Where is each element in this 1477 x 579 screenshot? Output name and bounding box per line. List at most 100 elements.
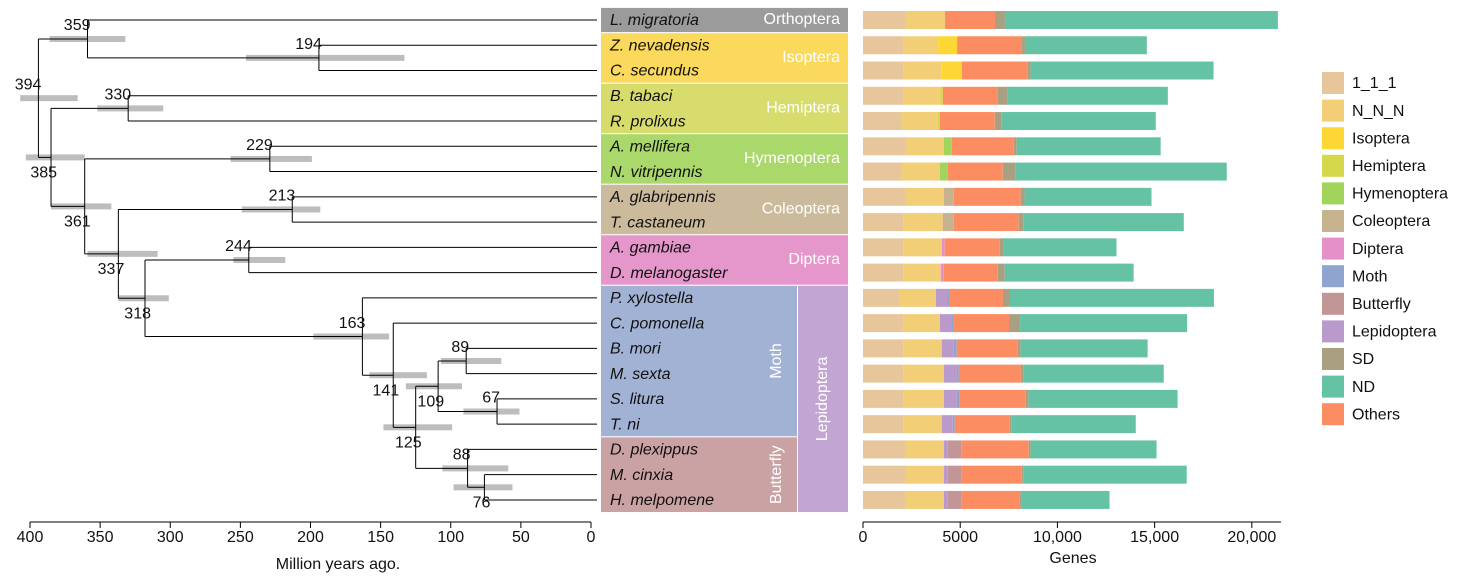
- bar-segment: [1021, 465, 1024, 484]
- node-age-label: 194: [295, 36, 322, 53]
- bar-segment: [863, 187, 905, 206]
- bar-segment: [935, 288, 947, 307]
- x-tick-label: 350: [87, 529, 114, 546]
- node-age-label: 337: [98, 261, 125, 278]
- node-age-label: 213: [269, 188, 296, 205]
- bar-segment: [943, 440, 948, 459]
- x-tick-label: 150: [367, 529, 394, 546]
- node-age-label: 361: [64, 214, 91, 231]
- species-label: N. vitripennis: [610, 164, 702, 181]
- bar-segment: [947, 490, 962, 509]
- bar-segment: [863, 213, 904, 232]
- bar-segment: [944, 238, 1000, 257]
- superclade-block: [798, 285, 848, 513]
- bar-segment: [863, 339, 904, 358]
- bar-segment: [1011, 415, 1136, 434]
- bar-segment: [1009, 415, 1012, 434]
- legend-swatch: [1322, 375, 1344, 398]
- bar-segment: [903, 415, 942, 434]
- bar-segment: [863, 86, 904, 105]
- node-age-label: 89: [451, 339, 469, 356]
- bar-segment: [943, 263, 998, 282]
- legend-label: N_N_N: [1352, 103, 1404, 120]
- bar-segment: [1007, 86, 1168, 105]
- bar-segment: [953, 213, 1019, 232]
- species-label: R. prolixus: [610, 113, 686, 130]
- legend-label: Lepidoptera: [1352, 324, 1437, 341]
- species-label: T. castaneum: [610, 214, 705, 231]
- bar-segment: [937, 112, 940, 131]
- node-age-label: 67: [482, 390, 500, 407]
- bar-segment: [903, 86, 941, 105]
- species-label: B. tabaci: [610, 88, 673, 105]
- species-label: P. xylostella: [610, 290, 693, 307]
- bar-segment: [939, 314, 952, 333]
- bar-segment: [863, 389, 904, 408]
- bar-segment: [941, 415, 953, 434]
- bar-segment: [1024, 187, 1152, 206]
- bar-segment: [943, 187, 954, 206]
- species-label: C. pomonella: [610, 315, 704, 332]
- species-label: T. ni: [610, 416, 640, 433]
- bar-segment: [959, 389, 1026, 408]
- x-tick-label: 250: [227, 529, 254, 546]
- bar-segment: [1002, 288, 1010, 307]
- bar-segment: [953, 187, 1021, 206]
- bar-segment: [940, 263, 944, 282]
- bar-segment: [903, 263, 941, 282]
- clade-label: Moth: [768, 343, 785, 379]
- clade-label: Orthoptera: [764, 11, 841, 28]
- confidence-interval: [230, 155, 312, 162]
- clade-block: [601, 83, 848, 134]
- bar-segment: [863, 263, 904, 282]
- clade-label: Hymenoptera: [744, 150, 840, 167]
- bar-segment: [903, 36, 939, 55]
- bar-segment: [1016, 137, 1161, 156]
- bar-segment: [952, 415, 955, 434]
- x-tick-label: 300: [157, 529, 184, 546]
- confidence-interval: [245, 54, 405, 61]
- clade-label: Coleoptera: [762, 201, 840, 218]
- legend-swatch: [1322, 320, 1344, 343]
- bar-segment: [943, 465, 948, 484]
- bar-segment: [863, 314, 904, 333]
- bar-segment: [957, 36, 1023, 55]
- node-age-label: 394: [15, 76, 42, 93]
- node-age-label: 359: [64, 17, 91, 34]
- legend-swatch: [1322, 72, 1344, 94]
- node-age-label: 330: [104, 87, 131, 104]
- bar-segment: [904, 490, 944, 509]
- legend-swatch: [1322, 127, 1344, 150]
- bar-segment: [943, 389, 957, 408]
- legend-label: Others: [1352, 406, 1400, 423]
- confidence-interval: [233, 256, 286, 263]
- bar-segment: [903, 314, 940, 333]
- node-age-label: 229: [246, 137, 273, 154]
- bar-segment: [1015, 162, 1227, 181]
- bar-segment: [1020, 339, 1148, 358]
- legend-swatch: [1322, 292, 1344, 315]
- clade-block: [601, 33, 848, 83]
- legend-label: Butterfly: [1352, 296, 1411, 313]
- node-age-label: 141: [373, 382, 400, 399]
- clade-block: [601, 235, 848, 285]
- species-label: C. secundus: [610, 63, 699, 80]
- clade-block: [601, 134, 848, 184]
- bar-segment: [863, 36, 904, 55]
- bar-segment: [997, 86, 1008, 105]
- bar-segment: [947, 440, 962, 459]
- bar-segment: [995, 11, 1005, 29]
- bar-segment: [1023, 364, 1164, 383]
- confidence-interval: [440, 358, 502, 365]
- bar-segment: [953, 314, 1010, 333]
- x-tick-label: 50: [512, 529, 530, 546]
- bar-segment: [1024, 36, 1147, 55]
- legend-swatch: [1322, 403, 1344, 426]
- bar-segment: [1023, 465, 1187, 484]
- legend-swatch: [1322, 348, 1344, 370]
- bar-segment: [1020, 364, 1024, 383]
- bar-segment: [943, 137, 952, 156]
- species-label: M. cinxia: [610, 467, 673, 484]
- confidence-interval: [25, 154, 85, 161]
